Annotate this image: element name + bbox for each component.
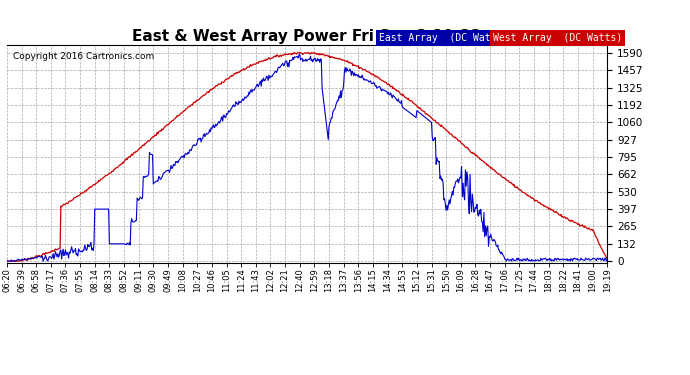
- Text: Copyright 2016 Cartronics.com: Copyright 2016 Cartronics.com: [13, 51, 154, 60]
- Title: East & West Array Power Fri Sep 2 19:22: East & West Array Power Fri Sep 2 19:22: [132, 29, 482, 44]
- Text: West Array  (DC Watts): West Array (DC Watts): [493, 33, 622, 43]
- Text: East Array  (DC Watts): East Array (DC Watts): [379, 33, 509, 43]
